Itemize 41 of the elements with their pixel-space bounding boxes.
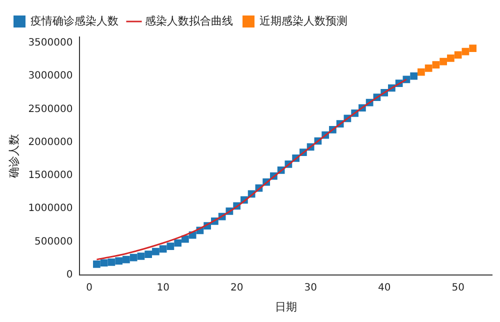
point: [137, 252, 145, 260]
point: [447, 54, 454, 62]
point: [144, 250, 152, 258]
point: [469, 44, 477, 52]
x-tick-label: 0: [86, 282, 93, 294]
point: [93, 260, 100, 268]
point: [462, 48, 470, 56]
y-tick-label: 2500000: [28, 104, 73, 115]
point: [122, 256, 130, 264]
point: [440, 58, 448, 66]
y-tick-label: 3500000: [28, 38, 73, 49]
legend-label: 近期感染人数预测: [260, 14, 348, 28]
point: [115, 257, 123, 265]
y-axis-title: 确诊人数: [7, 134, 20, 179]
y-tick-label: 0: [66, 269, 73, 280]
legend-label: 疫情确诊感染人数: [30, 14, 118, 28]
point: [174, 239, 182, 247]
legend-label: 感染人数拟合曲线: [145, 14, 233, 28]
point: [166, 242, 174, 250]
point: [418, 68, 425, 76]
x-tick-label: 40: [378, 282, 391, 294]
point: [108, 258, 116, 266]
x-tick-label: 30: [304, 282, 317, 294]
y-tick-label: 500000: [34, 236, 73, 248]
point: [424, 64, 432, 72]
y-tick-label: 1000000: [28, 203, 73, 214]
point: [130, 254, 138, 262]
y-tick-label: 1500000: [28, 170, 73, 182]
x-tick-label: 20: [230, 282, 244, 294]
point: [159, 245, 167, 253]
x-tick-label: 10: [156, 282, 170, 294]
x-axis-title: 日期: [274, 300, 297, 314]
y-tick-label: 2000000: [28, 136, 73, 148]
point: [152, 248, 160, 256]
point: [454, 51, 462, 59]
point: [100, 259, 108, 267]
point: [432, 61, 440, 69]
point: [410, 72, 418, 80]
y-tick-label: 3000000: [28, 70, 73, 82]
x-tick-label: 50: [452, 282, 464, 294]
point: [182, 235, 189, 243]
